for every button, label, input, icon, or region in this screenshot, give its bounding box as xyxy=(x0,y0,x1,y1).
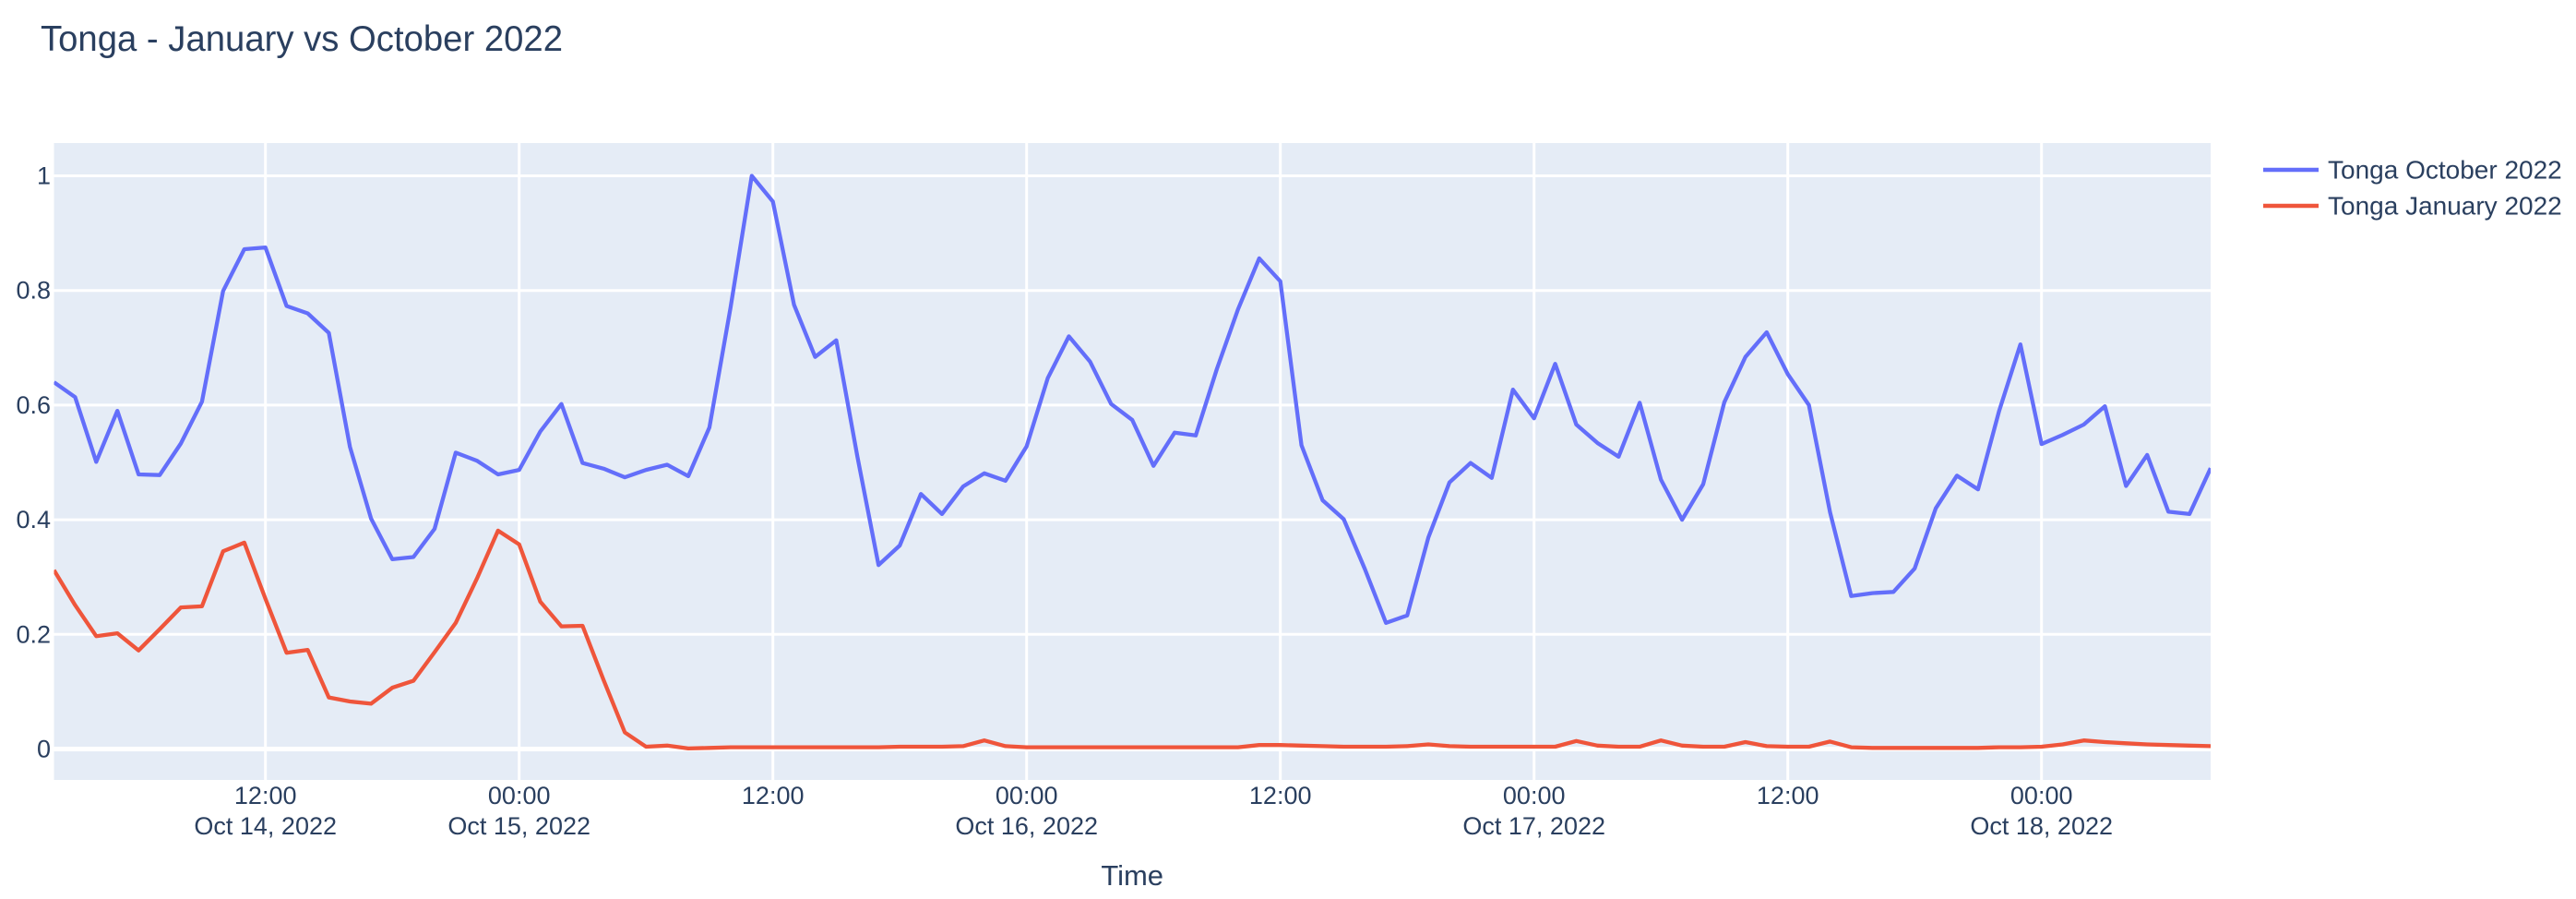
svg-text:0.8: 0.8 xyxy=(16,277,51,305)
svg-text:12:00: 12:00 xyxy=(234,782,297,809)
svg-text:00:00: 00:00 xyxy=(488,782,551,809)
svg-text:Tonga - January vs October 202: Tonga - January vs October 2022 xyxy=(41,19,563,59)
svg-text:0.2: 0.2 xyxy=(16,620,51,648)
svg-text:0: 0 xyxy=(37,736,51,763)
svg-text:1: 1 xyxy=(37,162,51,190)
svg-text:Oct 17, 2022: Oct 17, 2022 xyxy=(1462,812,1605,840)
svg-text:Tonga October 2022: Tonga October 2022 xyxy=(2328,156,2562,185)
svg-text:Oct 18, 2022: Oct 18, 2022 xyxy=(1970,812,2113,840)
svg-text:Oct 15, 2022: Oct 15, 2022 xyxy=(447,812,590,840)
svg-text:00:00: 00:00 xyxy=(996,782,1058,809)
svg-text:Oct 14, 2022: Oct 14, 2022 xyxy=(194,812,337,840)
svg-text:Time: Time xyxy=(1101,859,1163,892)
svg-text:00:00: 00:00 xyxy=(1503,782,1566,809)
svg-text:12:00: 12:00 xyxy=(1249,782,1312,809)
svg-text:Oct 16, 2022: Oct 16, 2022 xyxy=(955,812,1098,840)
svg-text:0.6: 0.6 xyxy=(16,391,51,419)
svg-text:0.4: 0.4 xyxy=(16,506,51,533)
svg-text:12:00: 12:00 xyxy=(742,782,805,809)
svg-text:12:00: 12:00 xyxy=(1757,782,1819,809)
svg-text:Tonga January 2022: Tonga January 2022 xyxy=(2328,192,2562,221)
svg-text:00:00: 00:00 xyxy=(2010,782,2073,809)
